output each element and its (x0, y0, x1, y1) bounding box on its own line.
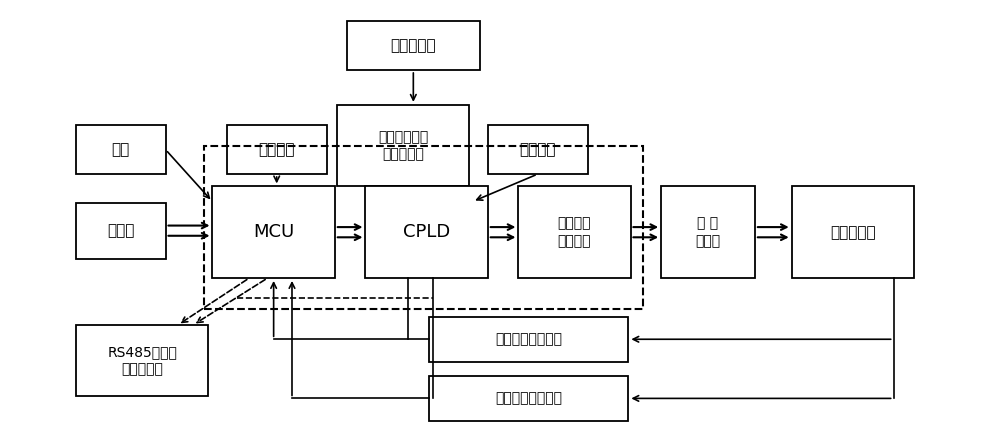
Bar (347, 21, 480, 70)
Text: 蝶式聚光器: 蝶式聚光器 (830, 225, 876, 240)
Text: 高度角位置传感器: 高度角位置传感器 (495, 332, 562, 346)
Bar (792, 186, 914, 278)
Text: 按键: 按键 (112, 142, 130, 157)
Text: 定时器: 定时器 (107, 223, 134, 238)
Bar (429, 376, 628, 421)
Text: 方位角位置传感器: 方位角位置传感器 (495, 392, 562, 405)
Text: RS485与上位
机通讯端口: RS485与上位 机通讯端口 (107, 345, 177, 377)
Bar (337, 105, 469, 186)
Bar (76, 202, 166, 259)
Bar (365, 186, 488, 278)
Bar (488, 125, 588, 174)
Bar (76, 325, 208, 396)
Bar (661, 186, 755, 278)
Bar (429, 317, 628, 362)
Text: 可 逆
电动机: 可 逆 电动机 (695, 217, 721, 248)
Text: 操作面板: 操作面板 (519, 142, 556, 157)
Text: 液晶显示: 液晶显示 (258, 142, 295, 157)
Text: 光电传感器信
号调理电路: 光电传感器信 号调理电路 (378, 130, 428, 161)
Bar (212, 186, 335, 278)
Text: MCU: MCU (253, 223, 294, 241)
Text: CPLD: CPLD (403, 223, 450, 241)
Text: 电机驱动
控制电路: 电机驱动 控制电路 (558, 217, 591, 248)
Text: 光电传感器: 光电传感器 (391, 38, 436, 53)
Bar (76, 125, 166, 174)
Bar (204, 146, 643, 309)
Bar (227, 125, 327, 174)
Bar (518, 186, 631, 278)
